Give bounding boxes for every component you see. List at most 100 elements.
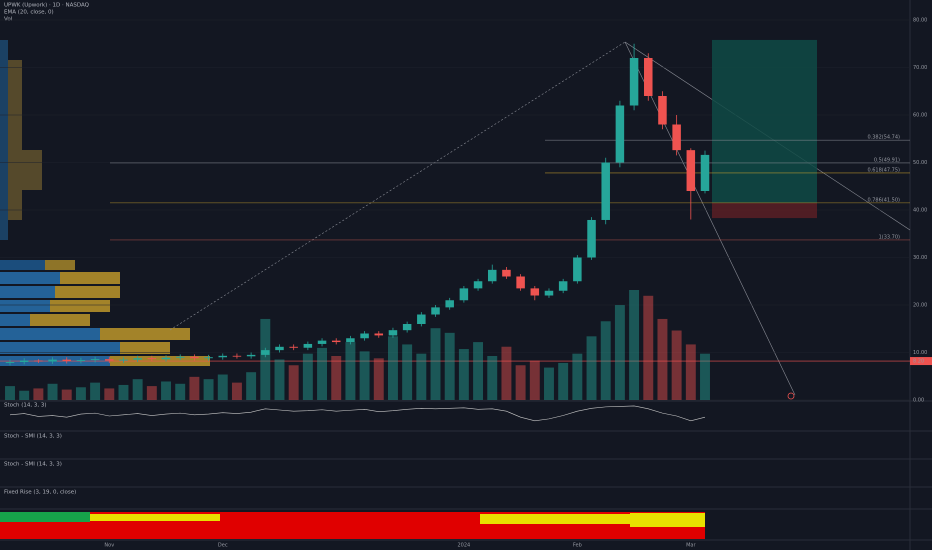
candle-body (34, 360, 43, 362)
candle-body (175, 356, 185, 358)
volume-bar (90, 382, 101, 400)
volume-bar (175, 383, 186, 400)
volume-bar (246, 372, 257, 400)
position-target (712, 39, 817, 203)
fib-label: 0.5(49.91) (874, 157, 900, 163)
volume-bar (458, 349, 469, 400)
candle-body (487, 269, 497, 282)
candle-body (360, 333, 369, 339)
volume-bar (75, 387, 86, 400)
volume-bar (600, 321, 611, 400)
candle-body (417, 314, 426, 324)
candle-body (232, 355, 242, 357)
candle-body (289, 346, 298, 348)
volume-bar (359, 351, 370, 400)
indicator-label: Vol (4, 17, 13, 23)
marker (787, 392, 795, 400)
volume-bar (33, 388, 44, 400)
volume-bar (47, 383, 58, 400)
volume-bar (402, 344, 413, 400)
pane-label: Stoch - SMI (14, 3, 3) (4, 434, 62, 440)
candle-body (246, 354, 256, 357)
x-tick-label: Dec (218, 543, 228, 549)
volume-bar (260, 318, 271, 400)
candle-body (445, 300, 454, 308)
candle-body (672, 124, 681, 151)
candle-body (5, 362, 15, 363)
x-tick-label: Mar (686, 543, 696, 549)
candle-body (218, 355, 228, 358)
volume-bar (558, 362, 569, 400)
volume-bar (161, 381, 171, 400)
candle-body (90, 359, 100, 361)
candle-body (516, 276, 525, 289)
volume-bar (19, 390, 30, 400)
fib-label: 1(33.70) (879, 234, 900, 240)
candle-body (388, 330, 398, 336)
volume-bar (614, 305, 625, 400)
pane-label: Stoch - SMI (14, 3, 3) (4, 462, 62, 468)
candle-body (374, 333, 384, 336)
candle-body (686, 150, 696, 191)
candle-body (587, 219, 596, 258)
y-tick-label: 20.00 (913, 303, 927, 309)
volume-bar (317, 347, 328, 400)
candle-body (431, 307, 440, 315)
volume-bar (643, 295, 654, 400)
candle-body (601, 162, 610, 220)
volume-bar (104, 388, 115, 400)
x-tick-label: Feb (573, 543, 582, 549)
volume-profile (0, 40, 210, 366)
y-tick-label: 10.00 (913, 350, 927, 356)
volume-bar (444, 332, 455, 400)
volume-bar (529, 360, 540, 400)
volume-bar (671, 330, 682, 400)
volume-bar (685, 344, 696, 400)
candle-body (658, 96, 667, 125)
volume-bar (586, 336, 597, 400)
candle-body (700, 154, 710, 191)
volume-bar (487, 356, 498, 400)
candle-body (459, 288, 469, 301)
last-price-tag (910, 357, 932, 366)
candle-body (502, 269, 511, 277)
volume-bar (5, 386, 15, 400)
pane-label: Fixed Rise (3, 19, 0, close) (4, 490, 76, 496)
candle-body (402, 324, 412, 331)
y-tick-label: 60.00 (913, 113, 927, 119)
pane-label: Stoch (14, 3, 3) (4, 403, 47, 409)
candle-body (147, 358, 157, 360)
volume-bar (345, 342, 356, 400)
candle-body (133, 358, 142, 360)
title: UPWK (Upwork) · 1D · NASDAQ (4, 3, 90, 9)
volume-bar (387, 336, 398, 400)
volume-bar (700, 353, 710, 400)
candle-body (204, 357, 213, 359)
candle-body (644, 58, 653, 96)
last-price-label: 8.20 (913, 359, 924, 365)
y-tick-label: 40.00 (913, 208, 927, 214)
candle-body (530, 288, 540, 296)
volume-bar (416, 353, 427, 400)
volume-bar (629, 290, 640, 400)
position-stop (712, 202, 817, 219)
y-tick-label: 30.00 (913, 255, 927, 261)
candle-body (105, 359, 114, 361)
volume-bar (501, 346, 512, 400)
candle-body (48, 359, 57, 362)
y-tick-label: 50.00 (913, 160, 927, 166)
volume-bar (373, 358, 384, 400)
volume-bar (331, 356, 342, 400)
volume-bar (288, 365, 299, 400)
x-tick-label: 2024 (458, 543, 471, 549)
volume-bar (302, 353, 313, 400)
volume-bar (544, 367, 554, 400)
candle-body (161, 357, 171, 360)
volume-bar (189, 376, 200, 400)
fib-label: 0.786(41.50) (867, 197, 900, 203)
candle-body (558, 281, 568, 291)
volume-bar (430, 328, 441, 400)
volume-bar (61, 389, 72, 400)
